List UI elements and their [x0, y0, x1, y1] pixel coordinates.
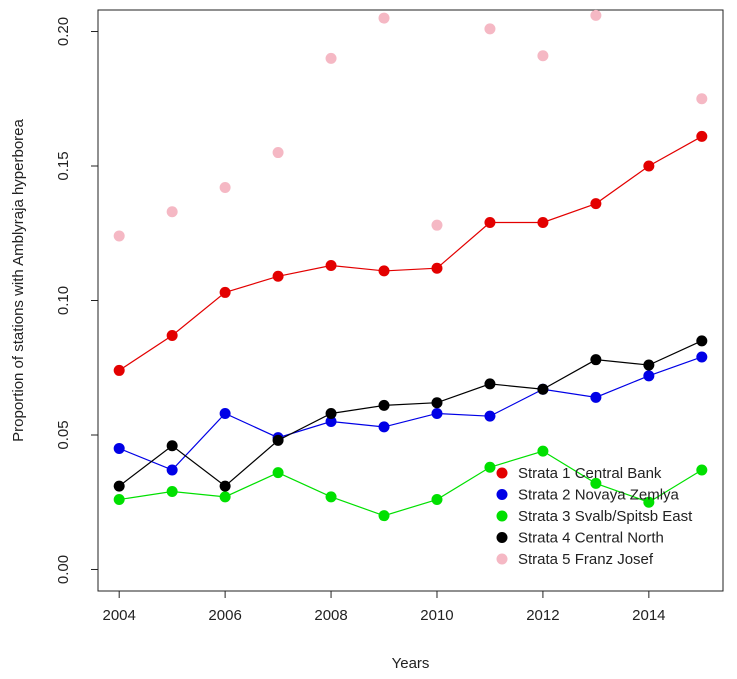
data-point: [484, 461, 496, 473]
data-point: [537, 445, 549, 457]
data-point: [378, 265, 390, 277]
data-point: [484, 378, 496, 390]
data-point: [696, 93, 708, 105]
data-point: [696, 351, 708, 363]
legend-label: Strata 1 Central Bank: [518, 465, 662, 482]
data-point: [113, 442, 125, 454]
data-point: [219, 407, 231, 419]
data-point: [113, 364, 125, 376]
data-point: [537, 50, 549, 62]
data-point: [484, 23, 496, 35]
data-point: [378, 12, 390, 24]
legend-label: Strata 4 Central North: [518, 530, 664, 547]
series-line: [118, 340, 703, 487]
data-point: [590, 9, 602, 21]
data-point: [219, 480, 231, 492]
data-point: [696, 335, 708, 347]
x-tick-label: 2012: [526, 607, 559, 624]
data-point: [378, 399, 390, 411]
data-point: [272, 434, 284, 446]
data-point: [431, 494, 443, 506]
legend-marker: [496, 510, 508, 522]
y-axis-label: Proportion of stations with Amblyraja hy…: [10, 119, 27, 442]
y-tick-label: 0.05: [55, 420, 72, 449]
data-point: [113, 494, 125, 506]
data-point: [219, 286, 231, 298]
data-point: [484, 216, 496, 228]
data-point: [696, 464, 708, 476]
y-tick-label: 0.20: [55, 17, 72, 46]
y-axis: 0.00 0.05 0.10 0.15 0.20: [55, 17, 98, 584]
x-tick-label: 2010: [420, 607, 453, 624]
data-point: [272, 467, 284, 479]
data-point: [325, 416, 337, 428]
data-point: [643, 359, 655, 371]
data-point: [431, 262, 443, 274]
x-axis: 2004 2006 2008 2010 2012 2014: [102, 591, 666, 624]
series-line: [119, 450, 703, 517]
legend-label: Strata 5 Franz Josef: [518, 551, 654, 568]
x-axis-label: Years: [392, 655, 430, 672]
y-tick-label: 0.00: [55, 555, 72, 584]
data-point: [166, 440, 178, 452]
data-point: [590, 354, 602, 366]
data-point: [590, 477, 602, 489]
y-tick-label: 0.10: [55, 286, 72, 315]
data-point: [166, 485, 178, 497]
data-point: [537, 383, 549, 395]
data-point: [325, 491, 337, 503]
data-point: [590, 391, 602, 403]
legend-marker: [496, 467, 508, 479]
data-point: [378, 421, 390, 433]
legend-label: Strata 3 Svalb/Spitsb East: [518, 508, 693, 525]
data-point: [166, 206, 178, 218]
data-point: [484, 410, 496, 422]
series-3: [113, 445, 708, 522]
data-point: [537, 216, 549, 228]
data-point: [166, 329, 178, 341]
legend-label: Strata 2 Novaya Zemlya: [518, 487, 680, 504]
data-point: [590, 198, 602, 210]
data-point: [325, 52, 337, 64]
series-1: [113, 130, 708, 376]
legend-marker: [496, 489, 508, 500]
series-layer: [113, 9, 708, 522]
data-point: [219, 491, 231, 503]
data-point: [219, 182, 231, 194]
data-point: [643, 160, 655, 172]
x-tick-label: 2008: [314, 607, 347, 624]
series-line: [118, 356, 703, 471]
x-tick-label: 2006: [208, 607, 241, 624]
legend: Strata 1 Central Bank Strata 2 Novaya Zem…: [496, 465, 693, 568]
data-point: [166, 464, 178, 476]
data-point: [272, 147, 284, 159]
data-point: [643, 370, 655, 382]
data-point: [431, 407, 443, 419]
x-tick-label: 2004: [102, 607, 135, 624]
data-point: [272, 270, 284, 282]
data-point: [325, 407, 337, 419]
data-point: [378, 510, 390, 522]
legend-marker: [496, 532, 508, 543]
data-point: [113, 480, 125, 492]
series-line: [118, 135, 703, 371]
series-4: [113, 335, 708, 492]
data-point: [431, 219, 443, 231]
legend-marker: [496, 553, 508, 565]
data-point: [431, 397, 443, 409]
data-point: [643, 496, 655, 508]
series-2: [113, 351, 708, 476]
data-point: [696, 130, 708, 142]
x-tick-label: 2014: [632, 607, 665, 624]
series-5: [113, 9, 708, 242]
data-point: [113, 230, 125, 242]
y-tick-label: 0.15: [55, 151, 72, 180]
data-point: [325, 260, 337, 272]
